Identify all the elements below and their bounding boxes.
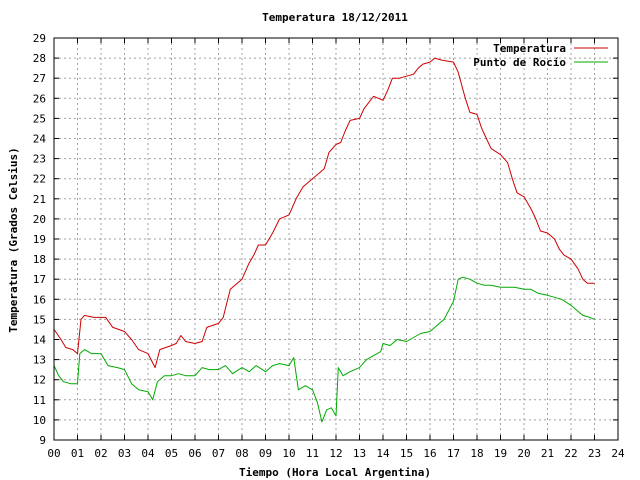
chart-title: Temperatura 18/12/2011	[262, 11, 408, 24]
legend-label: Temperatura	[493, 42, 566, 55]
x-tick-label: 11	[306, 447, 319, 460]
x-tick-label: 02	[94, 447, 107, 460]
y-tick-label: 27	[33, 72, 46, 85]
y-tick-label: 17	[33, 273, 46, 286]
grid	[54, 38, 618, 440]
x-tick-label: 21	[541, 447, 554, 460]
x-tick-label: 22	[564, 447, 577, 460]
y-tick-label: 15	[33, 313, 46, 326]
y-tick-label: 16	[33, 293, 46, 306]
y-tick-label: 12	[33, 374, 46, 387]
x-tick-label: 20	[517, 447, 530, 460]
x-tick-label: 05	[165, 447, 178, 460]
y-tick-label: 21	[33, 193, 46, 206]
x-tick-label: 24	[611, 447, 625, 460]
x-tick-label: 19	[494, 447, 507, 460]
x-tick-label: 01	[71, 447, 84, 460]
x-tick-label: 10	[282, 447, 295, 460]
y-tick-label: 9	[39, 434, 46, 447]
x-tick-label: 18	[470, 447, 483, 460]
series-layer	[53, 57, 595, 423]
y-tick-label: 13	[33, 354, 46, 367]
x-axis-title: Tiempo (Hora Local Argentina)	[239, 466, 431, 479]
x-tick-label: 12	[329, 447, 342, 460]
y-tick-label: 20	[33, 213, 46, 226]
x-tick-label: 06	[188, 447, 201, 460]
y-axis-title: Temperatura (Grados Celsius)	[7, 147, 20, 332]
y-tick-label: 24	[33, 133, 47, 146]
y-tick-label: 26	[33, 92, 46, 105]
x-tick-label: 16	[423, 447, 436, 460]
y-tick-label: 29	[33, 32, 46, 45]
x-tick-label: 00	[47, 447, 60, 460]
y-tick-label: 14	[33, 334, 47, 347]
series-line-temperatura	[53, 57, 595, 369]
x-tick-label: 15	[400, 447, 413, 460]
axis-ticks: 00 01 02 03 04 05 06 07 08 09 10 11 12 13 14 15 16 17 18 19…	[33, 32, 625, 460]
y-tick-label: 25	[33, 112, 46, 125]
series-line-punto-de-rocio	[53, 276, 595, 423]
legend-label: Punto de Rocío	[473, 56, 566, 69]
y-tick-label: 10	[33, 414, 46, 427]
x-tick-label: 09	[259, 447, 272, 460]
y-tick-label: 19	[33, 233, 46, 246]
y-tick-label: 18	[33, 253, 46, 266]
x-tick-label: 04	[141, 447, 155, 460]
y-tick-label: 11	[33, 394, 46, 407]
y-tick-label: 28	[33, 52, 46, 65]
x-tick-label: 03	[118, 447, 131, 460]
x-tick-label: 08	[235, 447, 248, 460]
x-tick-label: 23	[588, 447, 601, 460]
x-tick-label: 17	[447, 447, 460, 460]
x-tick-label: 07	[212, 447, 225, 460]
y-tick-label: 23	[33, 153, 46, 166]
x-tick-label: 13	[353, 447, 366, 460]
y-tick-label: 22	[33, 173, 46, 186]
x-tick-label: 14	[376, 447, 390, 460]
